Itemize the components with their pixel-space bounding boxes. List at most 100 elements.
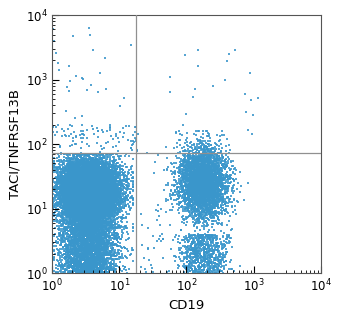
Point bbox=[98, 176, 103, 181]
Point bbox=[68, 205, 73, 211]
Point bbox=[90, 183, 95, 188]
Point bbox=[70, 197, 75, 202]
Point bbox=[216, 252, 222, 258]
Point bbox=[79, 189, 84, 195]
Point bbox=[79, 195, 84, 200]
Point bbox=[83, 173, 89, 178]
Point bbox=[73, 197, 79, 203]
Point bbox=[86, 201, 91, 206]
Point bbox=[63, 175, 68, 180]
Point bbox=[82, 196, 88, 201]
Point bbox=[87, 223, 92, 228]
Point bbox=[78, 198, 84, 204]
Point bbox=[81, 203, 87, 208]
Point bbox=[213, 178, 219, 183]
Point bbox=[81, 174, 87, 180]
Point bbox=[102, 205, 107, 211]
Point bbox=[69, 185, 74, 190]
Point bbox=[93, 180, 98, 185]
Point bbox=[210, 254, 215, 260]
Point bbox=[86, 236, 92, 241]
Point bbox=[215, 186, 221, 191]
Point bbox=[68, 197, 74, 202]
Point bbox=[108, 242, 114, 247]
Point bbox=[226, 156, 232, 161]
Point bbox=[113, 251, 118, 256]
Point bbox=[190, 148, 196, 153]
Point bbox=[93, 205, 98, 210]
Point bbox=[55, 172, 61, 178]
Point bbox=[103, 196, 108, 201]
Point bbox=[211, 199, 216, 204]
Point bbox=[91, 194, 97, 199]
Point bbox=[91, 158, 97, 163]
Point bbox=[55, 122, 61, 127]
Point bbox=[94, 192, 100, 197]
Point bbox=[181, 178, 186, 183]
Point bbox=[82, 200, 87, 205]
Point bbox=[73, 193, 78, 198]
Point bbox=[207, 182, 212, 188]
Point bbox=[80, 193, 86, 198]
Point bbox=[167, 75, 173, 80]
Point bbox=[67, 225, 72, 230]
Point bbox=[184, 195, 190, 200]
Point bbox=[115, 183, 120, 188]
Point bbox=[177, 240, 183, 245]
Point bbox=[92, 202, 98, 207]
Point bbox=[82, 175, 88, 180]
Point bbox=[95, 253, 100, 258]
Point bbox=[215, 183, 221, 188]
Point bbox=[69, 247, 74, 252]
Point bbox=[92, 188, 98, 193]
Point bbox=[64, 225, 69, 230]
Point bbox=[221, 159, 227, 164]
Point bbox=[93, 215, 99, 220]
Point bbox=[88, 207, 94, 212]
Point bbox=[103, 184, 109, 189]
Point bbox=[94, 187, 99, 192]
Point bbox=[128, 179, 134, 184]
Point bbox=[114, 186, 119, 191]
Point bbox=[81, 218, 87, 223]
Point bbox=[95, 267, 100, 272]
Point bbox=[123, 197, 129, 202]
Point bbox=[216, 168, 221, 173]
Point bbox=[90, 178, 96, 183]
Point bbox=[86, 218, 92, 223]
Point bbox=[82, 201, 87, 206]
Point bbox=[94, 260, 99, 265]
Point bbox=[67, 206, 73, 212]
Point bbox=[95, 245, 101, 250]
Point bbox=[55, 203, 61, 208]
Point bbox=[94, 180, 99, 185]
Point bbox=[101, 178, 107, 183]
Point bbox=[72, 185, 78, 190]
Point bbox=[207, 168, 212, 173]
Point bbox=[78, 262, 84, 267]
Point bbox=[97, 180, 102, 185]
Point bbox=[208, 205, 214, 211]
Point bbox=[110, 196, 116, 201]
Point bbox=[98, 256, 103, 261]
Point bbox=[65, 200, 70, 205]
Point bbox=[98, 180, 103, 186]
Point bbox=[98, 231, 103, 236]
Point bbox=[96, 158, 101, 163]
Point bbox=[202, 162, 207, 167]
Point bbox=[88, 194, 94, 199]
Point bbox=[116, 192, 121, 197]
Point bbox=[84, 194, 90, 199]
Point bbox=[115, 183, 120, 188]
Point bbox=[67, 204, 72, 209]
Point bbox=[50, 172, 55, 177]
Point bbox=[75, 255, 81, 260]
Point bbox=[198, 146, 203, 151]
Point bbox=[203, 256, 208, 261]
Point bbox=[62, 216, 67, 221]
Point bbox=[212, 199, 217, 204]
Point bbox=[80, 264, 85, 269]
Point bbox=[112, 214, 117, 220]
Point bbox=[79, 245, 85, 250]
Point bbox=[208, 261, 214, 266]
